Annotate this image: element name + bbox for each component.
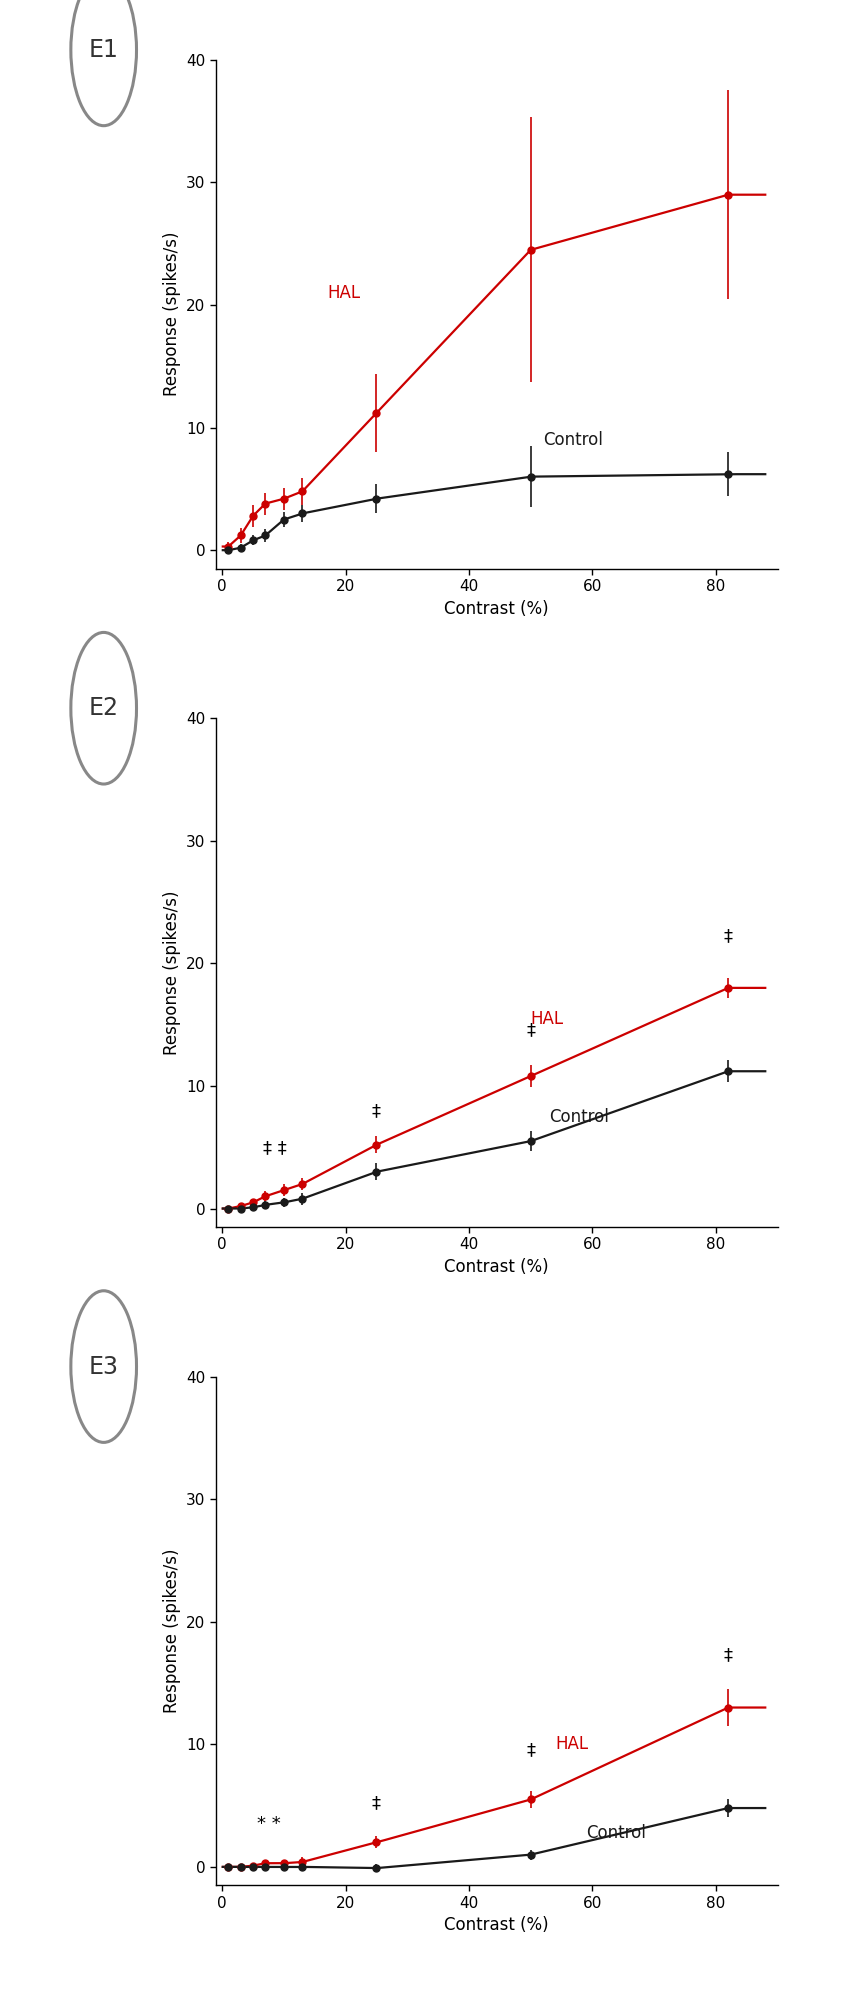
- Y-axis label: Response (spikes/s): Response (spikes/s): [162, 231, 181, 397]
- X-axis label: Contrast (%): Contrast (%): [444, 600, 550, 618]
- Text: Control: Control: [587, 1823, 646, 1841]
- X-axis label: Contrast (%): Contrast (%): [444, 1917, 550, 1935]
- Text: E1: E1: [89, 38, 118, 62]
- Text: HAL: HAL: [556, 1736, 588, 1754]
- Text: ‡: ‡: [526, 1742, 535, 1760]
- Text: ‡ ‡: ‡ ‡: [263, 1139, 287, 1157]
- Text: Control: Control: [550, 1107, 609, 1125]
- Text: HAL: HAL: [530, 1009, 564, 1027]
- Text: Control: Control: [543, 431, 603, 449]
- Text: ‡: ‡: [724, 1646, 733, 1664]
- Text: E3: E3: [89, 1355, 118, 1379]
- Text: ‡: ‡: [372, 1103, 381, 1121]
- Text: ‡: ‡: [526, 1021, 535, 1039]
- Y-axis label: Response (spikes/s): Response (spikes/s): [162, 890, 181, 1055]
- Text: ‡: ‡: [372, 1794, 381, 1811]
- Text: E2: E2: [89, 696, 118, 720]
- X-axis label: Contrast (%): Contrast (%): [444, 1259, 550, 1277]
- Text: HAL: HAL: [327, 283, 360, 301]
- Text: * *: * *: [257, 1815, 280, 1833]
- Y-axis label: Response (spikes/s): Response (spikes/s): [162, 1548, 181, 1714]
- Text: ‡: ‡: [724, 928, 733, 946]
